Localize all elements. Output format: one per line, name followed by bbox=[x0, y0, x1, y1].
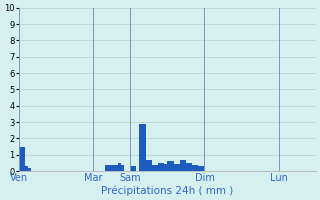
Bar bbox=[152, 165, 155, 171]
Bar bbox=[192, 165, 195, 171]
Bar bbox=[161, 163, 164, 171]
Bar bbox=[173, 164, 177, 171]
Bar bbox=[164, 164, 167, 171]
Bar bbox=[177, 164, 180, 171]
Bar bbox=[25, 166, 28, 171]
Bar bbox=[143, 124, 146, 171]
Bar bbox=[155, 165, 158, 171]
Bar bbox=[186, 163, 189, 171]
Bar bbox=[171, 161, 173, 171]
Bar bbox=[130, 166, 133, 171]
Bar bbox=[201, 166, 204, 171]
Bar bbox=[180, 160, 183, 171]
Bar bbox=[133, 166, 136, 171]
Bar bbox=[189, 163, 192, 171]
Bar bbox=[108, 165, 112, 171]
Bar bbox=[146, 160, 149, 171]
X-axis label: Précipitations 24h ( mm ): Précipitations 24h ( mm ) bbox=[101, 185, 234, 196]
Bar bbox=[112, 165, 115, 171]
Bar bbox=[198, 166, 201, 171]
Bar bbox=[106, 165, 108, 171]
Bar bbox=[28, 168, 31, 171]
Bar bbox=[183, 160, 186, 171]
Bar bbox=[140, 124, 143, 171]
Bar bbox=[149, 160, 152, 171]
Bar bbox=[195, 165, 198, 171]
Bar bbox=[118, 163, 121, 171]
Bar bbox=[22, 147, 25, 171]
Bar bbox=[115, 165, 118, 171]
Bar bbox=[19, 147, 22, 171]
Bar bbox=[158, 163, 161, 171]
Bar bbox=[121, 165, 124, 171]
Bar bbox=[167, 161, 171, 171]
